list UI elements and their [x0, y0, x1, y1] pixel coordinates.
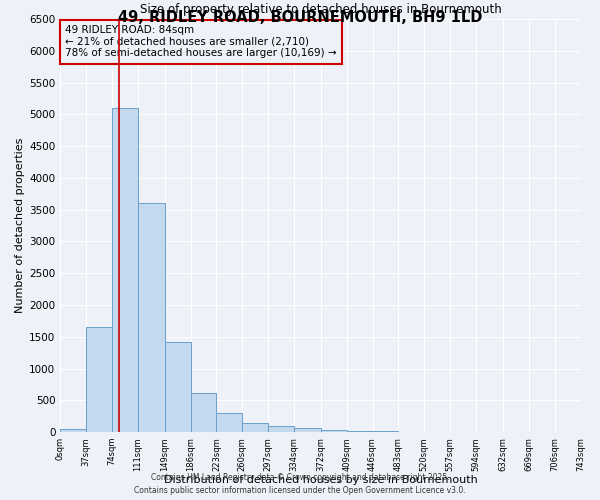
Text: Contains HM Land Registry data © Crown copyright and database right 2025.
Contai: Contains HM Land Registry data © Crown c… — [134, 474, 466, 495]
Bar — [191, 394, 217, 432]
Bar — [86, 327, 112, 432]
Bar — [347, 430, 373, 432]
Bar — [242, 422, 268, 432]
Bar — [164, 342, 191, 432]
Bar — [60, 429, 86, 432]
Bar — [321, 430, 347, 432]
Title: Size of property relative to detached houses in Bournemouth: Size of property relative to detached ho… — [140, 4, 501, 16]
Bar — [138, 204, 164, 432]
Bar — [112, 108, 138, 432]
Y-axis label: Number of detached properties: Number of detached properties — [15, 138, 25, 313]
Text: 49, RIDLEY ROAD, BOURNEMOUTH, BH9 1LD: 49, RIDLEY ROAD, BOURNEMOUTH, BH9 1LD — [118, 10, 482, 25]
X-axis label: Distribution of detached houses by size in Bournemouth: Distribution of detached houses by size … — [164, 475, 477, 485]
Text: 49 RIDLEY ROAD: 84sqm
← 21% of detached houses are smaller (2,710)
78% of semi-d: 49 RIDLEY ROAD: 84sqm ← 21% of detached … — [65, 25, 337, 58]
Bar — [217, 413, 242, 432]
Bar — [294, 428, 321, 432]
Bar — [268, 426, 294, 432]
